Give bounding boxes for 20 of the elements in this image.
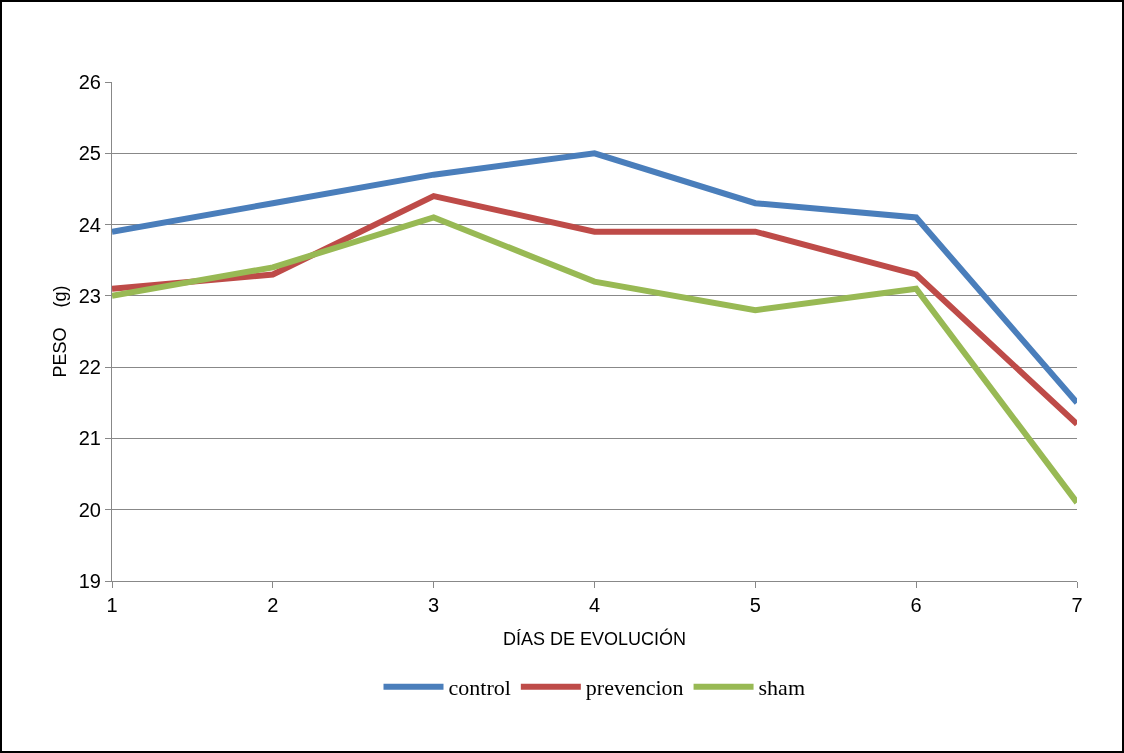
y-tick-label: 19 bbox=[78, 570, 101, 592]
y-tick-label: 21 bbox=[78, 427, 101, 450]
x-axis-title: DÍAS DE EVOLUCIÓN bbox=[502, 628, 687, 649]
y-tick-label: 20 bbox=[78, 498, 101, 521]
x-tick-label: 2 bbox=[267, 594, 279, 616]
x-tick-label: 4 bbox=[588, 594, 601, 616]
y-tick-label: 23 bbox=[78, 284, 101, 307]
x-tick-label: 1 bbox=[106, 594, 118, 616]
y-tick-label: 22 bbox=[78, 356, 101, 379]
x-tick-label: 5 bbox=[749, 594, 761, 616]
legend-label: sham bbox=[758, 675, 806, 701]
x-tick-label: 6 bbox=[910, 594, 922, 616]
y-tick-label: 24 bbox=[78, 213, 101, 236]
y-axis-title: PESO (g) bbox=[50, 285, 70, 378]
y-tick-label: 26 bbox=[78, 71, 101, 93]
y-tick-label: 25 bbox=[78, 142, 101, 165]
legend-label: prevencion bbox=[585, 675, 684, 701]
x-tick-label: 3 bbox=[428, 594, 440, 616]
legend-label: control bbox=[448, 675, 511, 701]
x-tick-label: 7 bbox=[1071, 594, 1083, 616]
